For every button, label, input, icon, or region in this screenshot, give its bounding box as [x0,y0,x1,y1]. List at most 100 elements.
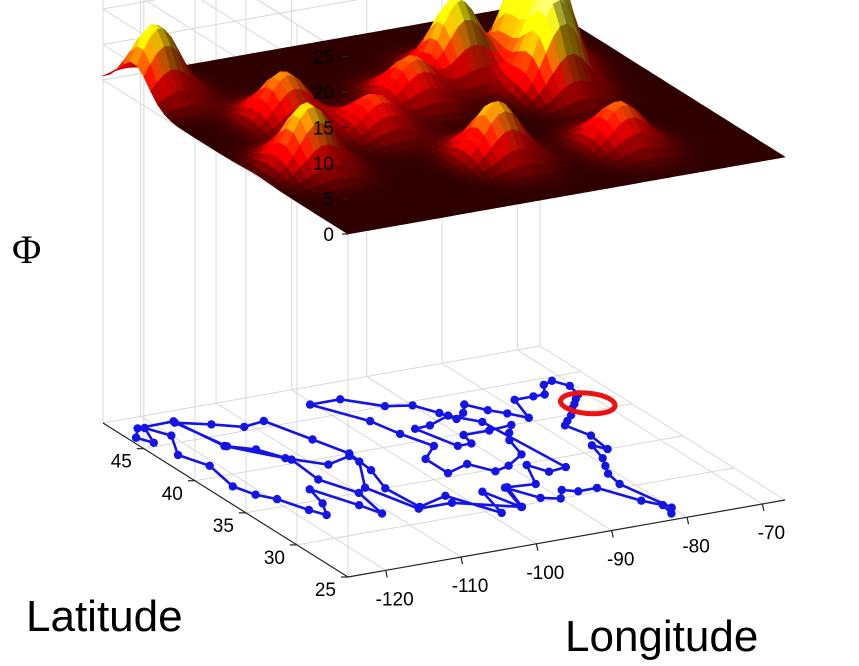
route-point [149,438,158,447]
floor-gridline-lat [143,371,581,450]
z-tick-label: 25 [313,48,334,69]
route-point [281,454,290,463]
route-point [547,376,557,385]
route-point [421,454,430,464]
route-point [395,429,405,439]
y-tick-label: 40 [162,484,183,505]
route-point [355,501,364,510]
route-point [167,431,176,440]
x-tick-mark [385,570,388,578]
route-point [169,417,178,426]
back-wall-gridline-z [102,0,157,10]
floor-gridline-lon [441,362,688,518]
x-axis-line [347,499,786,578]
route-point [565,381,574,391]
route-point [503,483,512,492]
route-point [355,457,364,466]
route-point [497,508,506,518]
route-point [505,428,514,437]
route-point [522,460,531,470]
route-point [615,479,624,489]
route-point [478,417,487,427]
route-point [228,482,237,491]
z-tick-label: 5 [323,190,334,211]
z-tick-label: 10 [313,154,334,175]
route-point [365,416,375,426]
route-point [504,461,513,470]
route-point [240,422,249,432]
route-point [556,494,565,503]
x-axis-label: Longitude [565,612,759,661]
x-tick-mark [761,503,765,512]
route-point [517,450,526,459]
floor-back-edge [102,345,541,424]
route-point [658,500,668,510]
route-point [410,424,420,433]
route-point [483,406,492,415]
route-point [531,479,540,489]
x-tick-mark [535,543,539,551]
route-point [459,430,468,440]
route-point [220,441,229,451]
route-point [453,441,462,451]
route-point [601,461,610,471]
route-point [503,409,512,418]
route-point [272,494,282,504]
route-point [377,509,387,518]
x-tick-label: -110 [452,576,489,597]
route-point [443,411,453,420]
route-point [441,491,450,500]
route-point [603,469,613,478]
route-point [140,423,149,433]
route-point [360,483,370,492]
route-point [510,395,519,404]
route-point [491,467,500,476]
route-point [536,493,545,503]
route-point [505,435,514,445]
y-tick-label: 30 [264,548,285,569]
route-point [251,490,260,499]
z-axis-label: Φ [12,227,41,272]
route-point [637,496,646,505]
route-point [354,488,364,498]
route-point [485,426,494,435]
route-point [586,431,596,440]
route-point [173,450,183,460]
route-point [598,454,607,463]
route-point [478,487,487,496]
y-tick-label: 25 [315,580,336,601]
route-point [540,390,549,399]
x-tick-label: -70 [758,523,785,544]
route-point [336,395,345,404]
route-point [452,414,461,424]
route-point [305,400,315,409]
route-point [443,468,453,478]
route-point [381,484,390,493]
route-point [308,435,317,444]
route-point [529,392,538,401]
route-point [259,416,268,426]
x-tick-label: -120 [376,589,414,610]
route-point [414,504,423,513]
route-point [324,460,333,469]
route-point [305,485,314,494]
x-tick-mark [611,530,614,538]
z-tick-label: 20 [313,83,334,104]
route-point [539,380,548,389]
route-point [463,459,472,469]
floor-gridline-lat [194,403,632,482]
route-point [459,408,468,418]
route-point [205,461,214,470]
route-point [574,487,583,496]
x-tick-label: -80 [682,536,709,557]
y-tick-label: 35 [213,516,234,537]
y-axis-label: Latitude [26,592,183,641]
route-point [251,445,261,454]
surface-patch [770,152,786,159]
route-point [314,475,323,484]
surface-patch [498,0,510,19]
route-point [544,467,554,476]
surface-patch [505,0,517,16]
route-point [447,498,457,507]
